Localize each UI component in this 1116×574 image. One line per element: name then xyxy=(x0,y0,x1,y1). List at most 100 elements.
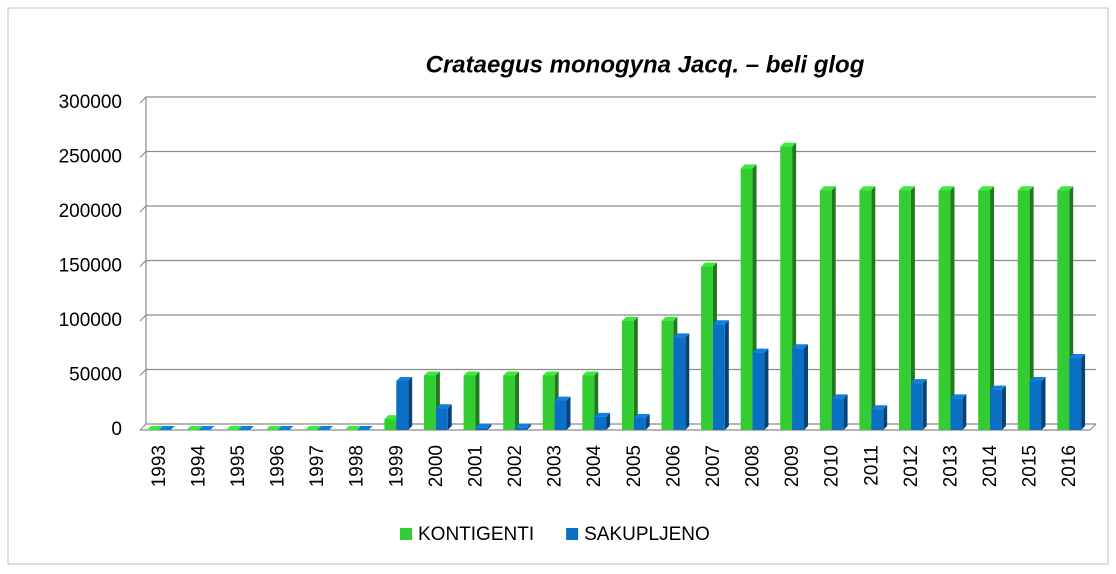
bar-top xyxy=(819,186,836,191)
bar-top xyxy=(305,426,322,430)
bar xyxy=(1057,190,1070,430)
bar-side xyxy=(447,404,452,430)
bar-side xyxy=(910,186,915,430)
x-tick-label: 2005 xyxy=(624,445,645,487)
bar xyxy=(1029,380,1042,430)
bar xyxy=(701,266,713,430)
bar-top xyxy=(424,371,440,376)
bar-top xyxy=(621,317,638,321)
x-tick-label: 2012 xyxy=(901,445,922,487)
bar-top xyxy=(435,404,452,409)
bar-top xyxy=(356,426,373,430)
bar-side xyxy=(831,186,836,430)
bar-top xyxy=(871,405,888,410)
bar-top xyxy=(752,348,769,353)
bar xyxy=(463,375,476,430)
bar-side xyxy=(408,376,413,430)
bar xyxy=(899,190,911,430)
x-tick-label: 2000 xyxy=(426,445,447,487)
bar-side xyxy=(922,379,927,430)
grid-depth xyxy=(139,423,147,431)
bar-side xyxy=(526,423,531,430)
bar-side xyxy=(1001,385,1006,430)
bar-side xyxy=(843,394,848,430)
bar-side xyxy=(1029,186,1034,430)
bar-top xyxy=(277,426,294,430)
bar-top xyxy=(542,371,559,376)
grid-depth xyxy=(139,205,147,213)
bar-top xyxy=(978,186,995,191)
bar-top xyxy=(226,426,242,430)
bar-top xyxy=(146,426,163,430)
x-tick-label: 1999 xyxy=(386,445,407,487)
bar xyxy=(859,190,872,430)
bar-top xyxy=(503,371,520,376)
bar-top xyxy=(633,414,650,419)
bar xyxy=(792,348,804,430)
y-tick-label: 300000 xyxy=(59,92,122,113)
bar xyxy=(978,190,991,430)
bar-top xyxy=(515,423,531,428)
bar xyxy=(950,398,963,430)
x-tick-label: 2011 xyxy=(861,445,882,486)
bar-top xyxy=(740,164,757,169)
bar-top xyxy=(396,376,413,381)
bar-top xyxy=(265,426,282,430)
bar xyxy=(938,190,951,430)
bar xyxy=(1017,190,1030,430)
y-tick-label: 200000 xyxy=(59,201,122,222)
x-tick-label: 2007 xyxy=(703,445,724,487)
bar xyxy=(515,427,527,430)
y-tick-label: 150000 xyxy=(59,256,122,277)
x-tick-label: 1995 xyxy=(228,445,249,487)
bar xyxy=(831,398,844,430)
bar xyxy=(396,380,409,430)
grid-depth xyxy=(139,151,147,158)
bar-side xyxy=(1081,354,1086,430)
bar-top xyxy=(317,426,333,430)
bar xyxy=(1069,358,1082,430)
bar xyxy=(554,400,567,430)
x-tick-label: 2016 xyxy=(1059,445,1080,487)
bar-top xyxy=(198,426,215,430)
x-tick-label: 1994 xyxy=(188,445,209,488)
legend-label: KONTIGENTI xyxy=(418,524,534,545)
bar-top xyxy=(475,423,492,428)
x-tick-label: 1993 xyxy=(149,445,170,487)
bar-top xyxy=(582,371,599,376)
bar xyxy=(435,408,448,430)
bar-top xyxy=(990,385,1006,390)
legend-label: SAKUPLJENO xyxy=(584,524,710,545)
x-tick-label: 2003 xyxy=(545,445,566,487)
bar-top xyxy=(186,426,203,430)
bar xyxy=(621,321,634,430)
bar-side xyxy=(883,405,888,430)
bar xyxy=(424,375,436,430)
bar xyxy=(594,416,607,430)
bar-side xyxy=(606,412,611,430)
bar xyxy=(384,419,397,430)
bar-top xyxy=(673,333,690,338)
legend-swatch xyxy=(400,528,412,540)
bar-side xyxy=(566,396,571,430)
bar-top xyxy=(780,142,797,147)
bar-top xyxy=(594,412,611,417)
bar-top xyxy=(899,186,915,191)
bar xyxy=(661,321,674,430)
bar-top xyxy=(237,426,254,430)
x-tick-label: 1997 xyxy=(307,445,328,487)
bar xyxy=(633,418,646,430)
bar-side xyxy=(475,371,480,430)
bar xyxy=(871,409,884,430)
x-tick-label: 1998 xyxy=(347,445,368,487)
bar-top xyxy=(859,186,876,191)
bar xyxy=(673,337,686,430)
bar-top xyxy=(661,317,678,321)
bar-top xyxy=(910,379,927,384)
bar-top xyxy=(554,396,571,401)
bar xyxy=(740,168,753,430)
bar xyxy=(582,375,595,430)
x-tick-label: 2002 xyxy=(505,445,526,487)
bar-top xyxy=(1017,186,1034,191)
